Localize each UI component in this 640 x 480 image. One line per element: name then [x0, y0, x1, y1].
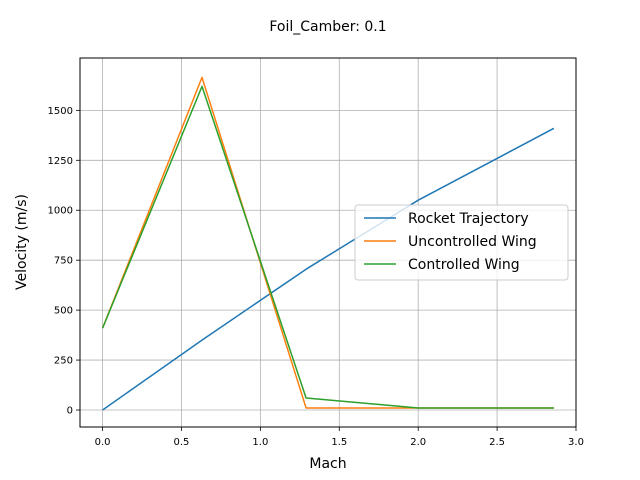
y-axis-label: Velocity (m/s) — [14, 194, 30, 290]
series-line-rocket-trajectory — [102, 127, 555, 411]
y-tick-label: 250 — [54, 356, 73, 367]
legend-label-uncontrolled-wing: Uncontrolled Wing — [408, 234, 537, 250]
x-tick-label: 1.5 — [331, 437, 347, 448]
x-tick-label: 2.5 — [489, 437, 505, 448]
axis-ticks: 0.0 0.5 1.0 1.5 2.0 2.5 3.0 0 250 500 750 1000 1250 1… — [48, 106, 584, 448]
x-tick-label: 2.0 — [410, 437, 426, 448]
series-lines — [101, 76, 555, 411]
y-tick-label: 0 — [67, 406, 73, 417]
legend-label-rocket-trajectory: Rocket Trajectory — [408, 211, 529, 227]
x-axis-label: Mach — [309, 456, 346, 472]
legend-frame — [354, 204, 569, 281]
y-tick-label: 1500 — [48, 106, 73, 117]
x-tick-label: 3.0 — [568, 437, 584, 448]
series-line-controlled-wing — [101, 85, 554, 409]
x-tick-label: 1.0 — [252, 437, 268, 448]
y-tick-label: 1000 — [48, 206, 73, 217]
legend-label-controlled-wing: Controlled Wing — [408, 257, 520, 273]
x-tick-label: 0.5 — [174, 437, 190, 448]
chart-title: Foil_Camber: 0.1 — [269, 19, 386, 35]
y-tick-label: 750 — [54, 256, 73, 267]
legend: Rocket Trajectory Uncontrolled Wing Contro… — [354, 204, 569, 281]
y-tick-label: 1250 — [48, 156, 73, 167]
plot-frame — [79, 57, 577, 428]
y-tick-label: 500 — [54, 306, 73, 317]
x-tick-label: 0.0 — [95, 437, 111, 448]
